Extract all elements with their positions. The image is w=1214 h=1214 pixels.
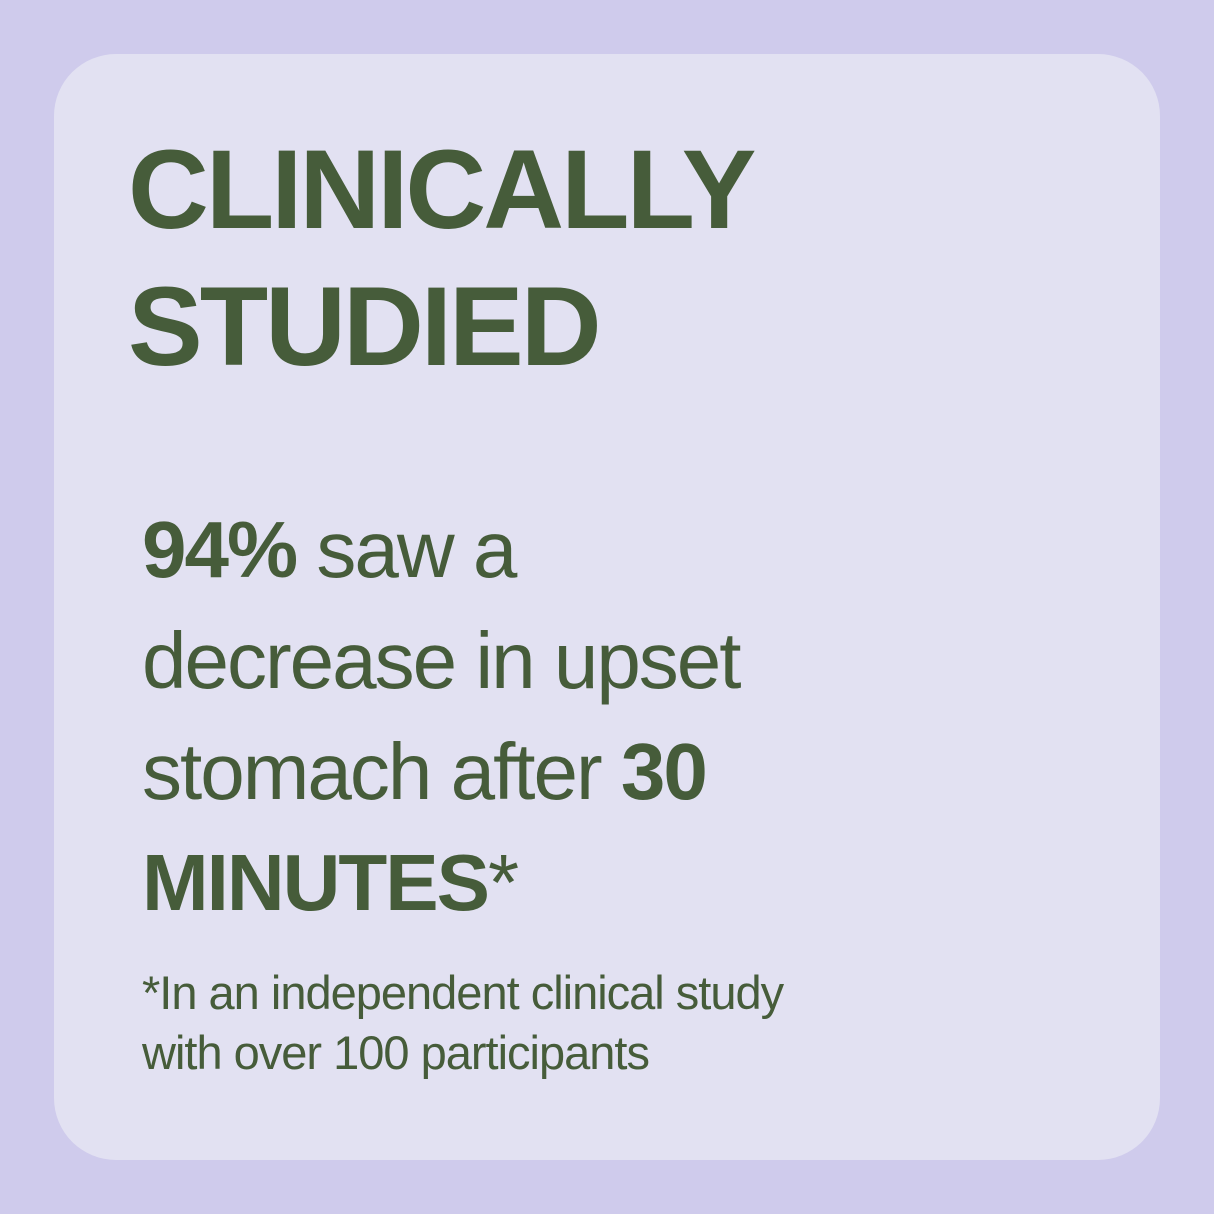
card [54, 54, 1160, 1160]
statement-bold: 94% [142, 505, 298, 594]
statement-bold: MINUTES [142, 838, 490, 927]
statement-line: 94% saw a [142, 494, 740, 605]
statement-text: saw a [316, 505, 517, 594]
footnote-line: with over 100 participants [142, 1026, 650, 1079]
heading-line: CLINICALLY [128, 127, 756, 252]
heading-line: STUDIED [128, 264, 602, 389]
statement: 94% saw a decrease in upset stomach afte… [142, 494, 742, 938]
heading: CLINICALLY STUDIED [128, 121, 756, 395]
statement-line: decrease in upset [142, 605, 742, 716]
statement-text: * [488, 838, 519, 927]
statement-text: stomach after [142, 727, 603, 816]
statement-line: MINUTES* [142, 827, 740, 938]
statement-bold: 30 [620, 727, 708, 816]
statement-line: stomach after 30 [142, 716, 740, 827]
statement-text: decrease in upset [142, 616, 742, 705]
footnote-line: *In an independent clinical study [142, 966, 784, 1019]
footnote: *In an independent clinical study with o… [142, 963, 784, 1083]
